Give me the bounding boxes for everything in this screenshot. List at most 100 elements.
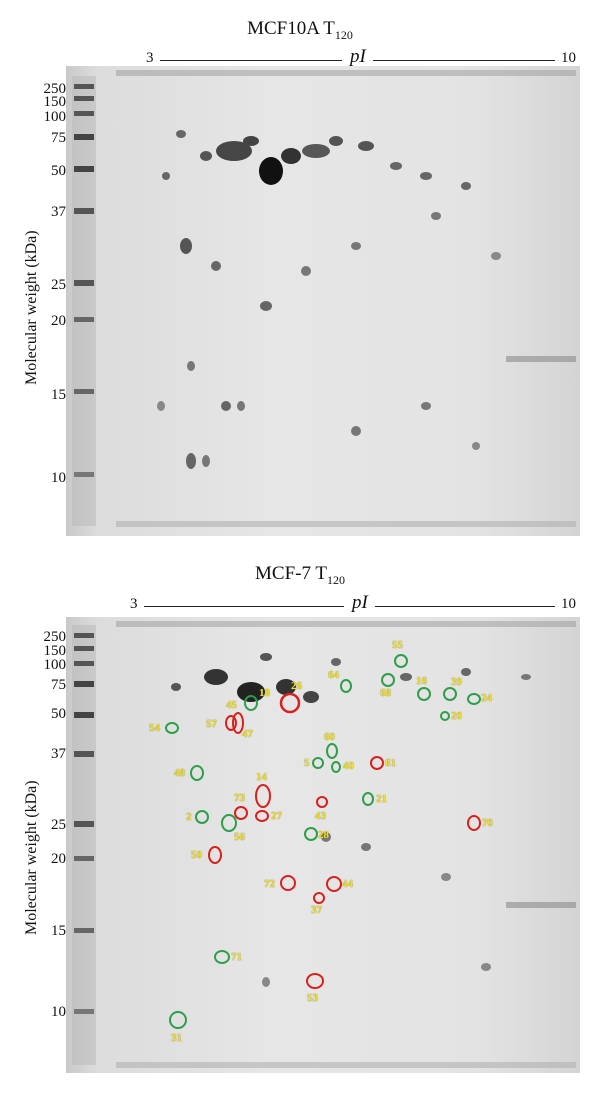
tick-37: 37 <box>51 746 66 762</box>
spot-label-40: 40 <box>343 760 354 772</box>
spot-label-43: 43 <box>315 810 326 822</box>
pi-min-label: 3 <box>146 50 154 66</box>
spot-label-53: 53 <box>307 992 318 1004</box>
spot-circle-14 <box>255 784 271 808</box>
spot-circle-56 <box>221 814 237 832</box>
spot-circle-60 <box>326 743 338 759</box>
spot-circle-70 <box>467 815 481 831</box>
spot-label-55: 55 <box>392 639 403 651</box>
title-subscript: 120 <box>326 572 345 587</box>
gel-spots <box>72 621 576 1068</box>
spot-label-71: 71 <box>231 951 242 963</box>
spot-label-16: 16 <box>416 675 427 687</box>
spot-label-70: 70 <box>482 817 493 829</box>
spot-circle-73 <box>234 806 248 820</box>
spot-label-73: 73 <box>234 792 245 804</box>
spot-label-26: 26 <box>291 680 302 692</box>
y-axis-label: Molecular weight (kDa) <box>23 230 40 385</box>
spot-circle-26 <box>279 692 301 714</box>
spot-label-56: 56 <box>234 831 245 843</box>
spot-circle-44 <box>326 876 342 892</box>
spot-circle-28 <box>304 827 318 841</box>
tick-100: 100 <box>43 109 67 125</box>
spot-circle-57 <box>232 712 244 734</box>
tick-20: 20 <box>51 851 66 867</box>
tick-75: 75 <box>51 677 66 693</box>
spot-label-44: 44 <box>342 878 353 890</box>
spot-label-31: 31 <box>171 1032 182 1044</box>
pi-axis-line-right <box>373 60 555 61</box>
spot-label-72: 72 <box>264 878 275 890</box>
spot-circle-31 <box>169 1011 187 1029</box>
spot-label-60: 60 <box>324 731 335 743</box>
tick-15: 15 <box>51 923 66 939</box>
spot-label-28: 28 <box>318 829 329 841</box>
spot-circle-68 <box>381 673 395 687</box>
tick-100: 100 <box>43 657 67 673</box>
tick-25: 25 <box>51 277 66 293</box>
spot-circle-5 <box>312 757 324 769</box>
tick-150: 150 <box>43 643 67 659</box>
spot-label-48: 48 <box>174 767 185 779</box>
spot-circle-54 <box>165 722 179 734</box>
spot-circle-50 <box>208 846 222 864</box>
spot-circle-37 <box>313 892 325 904</box>
tick-10: 10 <box>51 470 66 486</box>
spot-circle-53 <box>306 973 324 989</box>
spot-circle-27 <box>255 810 269 822</box>
spot-circle-45 <box>225 715 237 731</box>
spot-label-61: 61 <box>385 757 396 769</box>
spot-label-20: 20 <box>451 710 462 722</box>
tick-50: 50 <box>51 706 66 722</box>
tick-10: 10 <box>51 1004 66 1020</box>
spot-circle-43 <box>316 796 328 808</box>
spot-circle-48 <box>190 765 204 781</box>
spot-circle-64 <box>340 679 352 693</box>
panel-title: MCF10A T120 <box>0 18 600 43</box>
pi-max-label: 10 <box>561 50 576 66</box>
spot-label-50: 50 <box>191 849 202 861</box>
spot-circle-39 <box>443 687 457 701</box>
tick-50: 50 <box>51 163 66 179</box>
pi-axis-line-right <box>375 606 555 607</box>
title-main: MCF-7 T <box>255 563 327 584</box>
spot-label-68: 68 <box>380 687 391 699</box>
panel-mcf7: MCF-7 T120 3 pI 10 Molecular weight (kDa… <box>0 545 600 1096</box>
pi-max-label: 10 <box>561 596 576 612</box>
pi-axis-line-left <box>144 606 344 607</box>
spot-circle-24 <box>467 693 481 705</box>
tick-20: 20 <box>51 313 66 329</box>
spot-circle-40 <box>331 761 341 773</box>
pi-axis-line-left <box>160 60 342 61</box>
spot-label-37: 37 <box>311 904 322 916</box>
spot-circle-2 <box>195 810 209 824</box>
spot-label-18: 18 <box>259 687 270 699</box>
spot-label-39: 39 <box>451 676 462 688</box>
spot-label-64: 64 <box>328 669 339 681</box>
panel-mcf10a: MCF10A T120 3 pI 10 Molecular weight (kD… <box>0 0 600 545</box>
spot-circle-72 <box>280 875 296 891</box>
spot-label-24: 24 <box>481 692 492 704</box>
spot-label-45: 45 <box>226 699 237 711</box>
tick-150: 150 <box>43 94 67 110</box>
title-main: MCF10A T <box>247 18 335 39</box>
spot-circle-71 <box>214 950 230 964</box>
tick-75: 75 <box>51 130 66 146</box>
gel-spots <box>72 70 576 527</box>
gel-image-mcf7: 55 64 68 16 39 24 20 18 26 45 57 47 54 6… <box>66 617 580 1073</box>
spot-label-2: 2 <box>186 811 192 823</box>
spot-circle-61 <box>370 756 384 770</box>
title-subscript: 120 <box>334 27 353 42</box>
spot-label-5: 5 <box>304 757 310 769</box>
spot-circle-18 <box>244 695 258 711</box>
spot-label-14: 14 <box>256 771 267 783</box>
gel-image-mcf10a <box>66 66 580 536</box>
tick-250: 250 <box>43 629 67 645</box>
spot-circle-21 <box>362 792 374 806</box>
spot-circle-55 <box>394 654 408 668</box>
pi-label: pI <box>350 46 366 67</box>
spot-label-21: 21 <box>376 793 387 805</box>
spot-label-27: 27 <box>271 810 282 822</box>
spot-circle-20 <box>440 711 450 721</box>
spot-circle-16 <box>417 687 431 701</box>
